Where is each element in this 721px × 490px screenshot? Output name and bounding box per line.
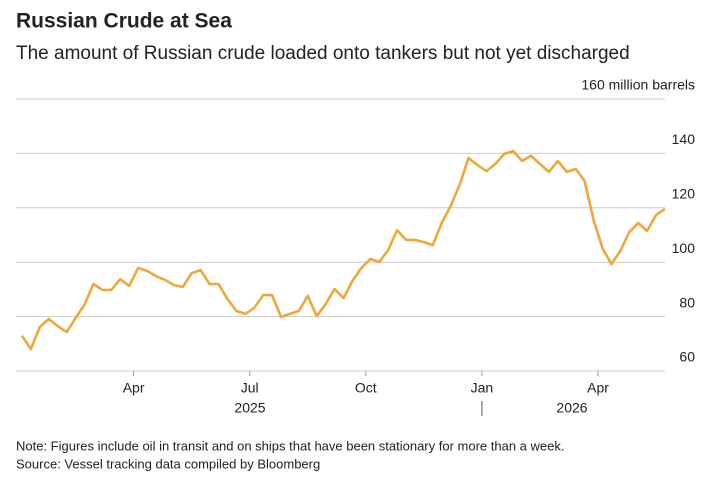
x-tick-label: Apr	[123, 380, 145, 396]
y-tick-label: 80	[679, 294, 695, 310]
y-tick-label: 120	[672, 186, 696, 202]
source: Source: Vessel tracking data compiled by…	[16, 456, 320, 471]
chart-title: Russian Crude at Sea	[16, 10, 232, 33]
data-line	[20, 149, 666, 351]
x-year-label: 2026	[556, 400, 587, 416]
x-tick-label: Apr	[587, 380, 609, 396]
x-year-label: 2025	[234, 400, 265, 416]
y-tick-label: 60	[679, 349, 695, 365]
note: Note: Figures include oil in transit and…	[16, 438, 564, 453]
x-tick-label: Oct	[355, 380, 377, 396]
x-tick-label: Jul	[241, 380, 259, 396]
y-tick-label: 140	[672, 131, 696, 147]
chart-subtitle: The amount of Russian crude loaded onto …	[16, 43, 630, 64]
x-tick-label: Jan	[471, 380, 494, 396]
y-tick-label: 160 million barrels	[581, 77, 695, 93]
y-tick-label: 100	[672, 240, 696, 256]
